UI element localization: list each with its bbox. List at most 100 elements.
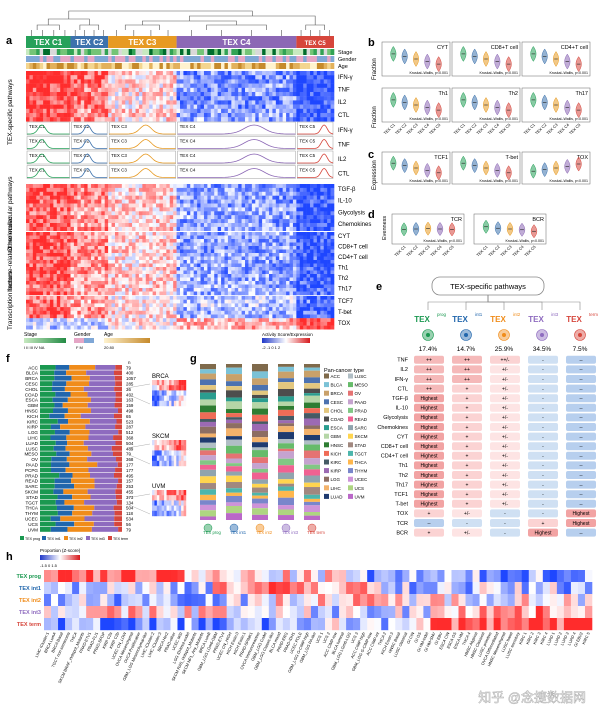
- tex-pathway-cell: [290, 109, 294, 113]
- stage-cell: [26, 49, 30, 55]
- immune-cell: [53, 285, 57, 289]
- other-pathway-cell: [221, 227, 225, 231]
- immune-cell: [211, 292, 215, 296]
- immune-cell: [139, 292, 143, 296]
- immune-cell: [177, 288, 181, 292]
- immune-cell: [228, 246, 232, 250]
- immune-cell: [47, 257, 51, 261]
- other-pathway-cell: [98, 223, 102, 227]
- tex-pathway-cell: [279, 96, 283, 100]
- row-label-density: CTL: [338, 172, 350, 178]
- immune-cell: [33, 257, 37, 261]
- immune-cell: [36, 236, 40, 240]
- immune-cell: [166, 243, 170, 247]
- immune-cell: [214, 281, 218, 285]
- tex-pathway-cell: [36, 92, 40, 96]
- tf-cell: [248, 303, 252, 307]
- immune-cell: [88, 257, 92, 261]
- tex-pathway-cell: [224, 117, 228, 121]
- immune-cell: [183, 232, 187, 236]
- immune-cell: [170, 285, 174, 289]
- immune-cell: [153, 253, 157, 257]
- tf-cell: [115, 303, 119, 307]
- tf-cell: [67, 307, 71, 311]
- tex-pathway-cell: [94, 88, 98, 92]
- tex-pathway-cell: [190, 84, 194, 88]
- tf-cell: [33, 326, 37, 330]
- tex-pathway-cell: [235, 117, 239, 121]
- tex-pathway-cell: [50, 100, 54, 104]
- tf-cell: [211, 303, 215, 307]
- immune-cell: [112, 243, 116, 247]
- other-pathway-cell: [29, 196, 33, 200]
- other-pathway-cell: [331, 196, 335, 200]
- age-cell: [70, 63, 74, 69]
- immune-cell: [269, 260, 273, 264]
- other-pathway-cell: [84, 196, 88, 200]
- tex-pathway-cell: [50, 75, 54, 79]
- other-pathway-cell: [300, 219, 304, 223]
- tf-cell: [60, 303, 64, 307]
- tex-pathway-cell: [214, 105, 218, 109]
- tex-pathway-cell: [313, 100, 317, 104]
- other-pathway-cell: [235, 219, 239, 223]
- immune-cell: [290, 264, 294, 268]
- immune-cell: [50, 292, 54, 296]
- immune-cell: [149, 281, 153, 285]
- tf-cell: [242, 322, 246, 326]
- tex-pathway-cell: [26, 113, 30, 117]
- immune-cell: [231, 281, 235, 285]
- other-pathway-cell: [231, 184, 235, 188]
- other-pathway-cell: [331, 184, 335, 188]
- tex-pathway-cell: [214, 96, 218, 100]
- tf-cell: [64, 326, 68, 330]
- immune-cell: [40, 246, 44, 250]
- stage-cell: [64, 49, 68, 55]
- other-pathway-cell: [163, 207, 167, 211]
- immune-cell: [214, 257, 218, 261]
- tf-cell: [57, 303, 61, 307]
- immune-cell: [84, 285, 88, 289]
- other-pathway-cell: [118, 188, 122, 192]
- immune-cell: [166, 278, 170, 282]
- heatmap-transcription-factors: [26, 296, 334, 330]
- age-cell: [129, 63, 133, 69]
- tex-pathway-cell: [207, 79, 211, 83]
- immune-cell: [310, 246, 314, 250]
- immune-cell: [324, 267, 328, 271]
- tf-cell: [153, 307, 157, 311]
- other-pathway-cell: [307, 188, 311, 192]
- tf-cell: [276, 300, 280, 304]
- tf-cell: [300, 303, 304, 307]
- tex-pathway-cell: [201, 113, 205, 117]
- stage-cell: [331, 49, 335, 55]
- tex-pathway-cell: [166, 75, 170, 79]
- immune-cell: [255, 274, 259, 278]
- immune-cell: [26, 253, 30, 257]
- immune-cell: [231, 250, 235, 254]
- immune-cell: [293, 246, 297, 250]
- other-pathway-cell: [153, 219, 157, 223]
- tex-pathway-cell: [139, 84, 143, 88]
- immune-cell: [156, 246, 160, 250]
- tf-cell: [156, 307, 160, 311]
- age-cell: [242, 63, 246, 69]
- tex-pathway-cell: [91, 113, 95, 117]
- other-pathway-cell: [43, 227, 47, 231]
- other-pathway-cell: [40, 207, 44, 211]
- tex-pathway-cell: [331, 71, 335, 75]
- other-pathway-cell: [187, 207, 191, 211]
- tex-pathway-cell: [53, 71, 57, 75]
- tf-cell: [218, 318, 222, 322]
- immune-cell: [115, 292, 119, 296]
- tex-pathway-cell: [207, 71, 211, 75]
- immune-cell: [57, 281, 61, 285]
- immune-cell: [190, 253, 194, 257]
- other-pathway-cell: [136, 207, 140, 211]
- tf-cell: [272, 296, 276, 300]
- immune-cell: [293, 257, 297, 261]
- immune-cell: [266, 250, 270, 254]
- immune-cell: [122, 288, 126, 292]
- other-pathway-cell: [180, 188, 184, 192]
- gender-cell: [262, 56, 266, 62]
